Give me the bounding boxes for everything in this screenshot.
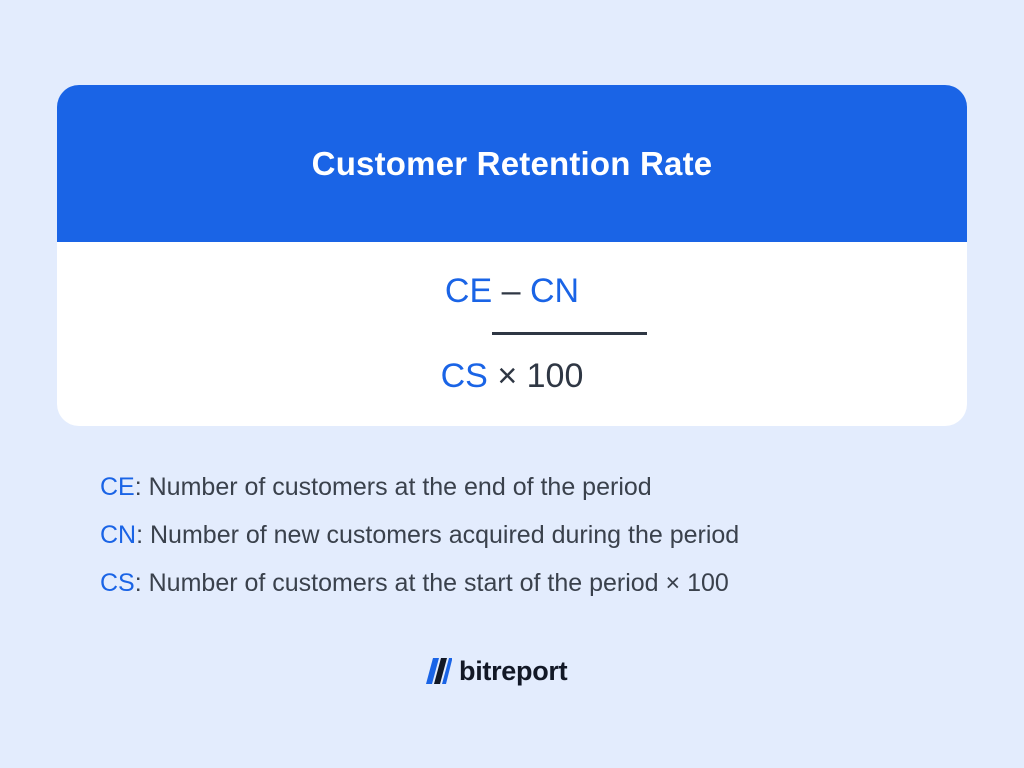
legend-text: : Number of customers at the start of th…: [134, 569, 729, 597]
card-header: Customer Retention Rate: [57, 85, 967, 242]
formula-numerator: CE – CN: [57, 272, 967, 311]
formula: CE – CN CS × 100: [57, 242, 967, 426]
formula-card: Customer Retention Rate CE – CN CS × 100: [57, 85, 967, 426]
formula-denominator: CS × 100: [57, 357, 967, 396]
denominator-left-variable: CS: [440, 357, 488, 395]
numerator-operator: –: [501, 272, 521, 310]
brand-name: bitreport: [459, 655, 568, 686]
numerator-left-variable: CE: [444, 272, 493, 310]
brand-logo: bitreport: [426, 652, 568, 690]
legend-item-cs: CS: Number of customers at the start of …: [100, 566, 739, 614]
legend-item-cn: CN: Number of new customers acquired dur…: [100, 518, 739, 566]
legend-text: : Number of new customers acquired durin…: [136, 521, 740, 549]
fraction-bar: [492, 332, 647, 335]
legend-abbr: CN: [100, 521, 137, 549]
legend-text: : Number of customers at the end of the …: [134, 473, 652, 501]
denominator-right-value: 100: [526, 357, 584, 395]
legend-abbr: CS: [100, 569, 135, 597]
numerator-right-variable: CN: [529, 272, 580, 310]
denominator-operator: ×: [497, 357, 518, 395]
legend-abbr: CE: [100, 473, 135, 501]
card-title: Customer Retention Rate: [311, 144, 713, 182]
bitreport-slashes-icon: [426, 658, 452, 684]
variable-legend: CE: Number of customers at the end of th…: [100, 470, 739, 614]
legend-item-ce: CE: Number of customers at the end of th…: [100, 470, 739, 518]
